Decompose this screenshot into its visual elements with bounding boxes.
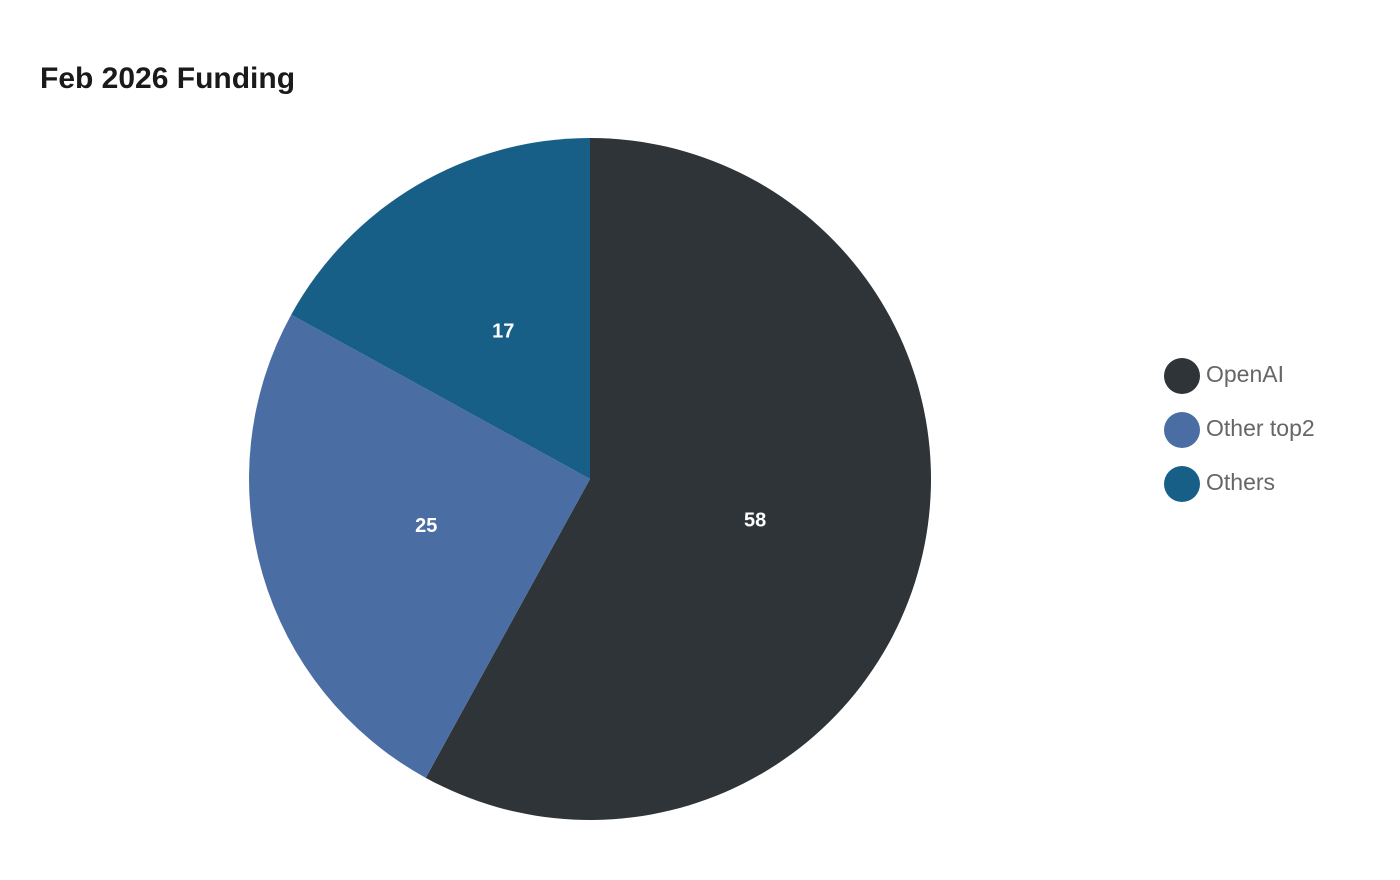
- legend-swatch: [1164, 358, 1200, 394]
- legend-label: OpenAI: [1206, 361, 1284, 387]
- pie-slice: [425, 138, 931, 820]
- legend-swatch: [1164, 466, 1200, 502]
- data-label: 25: [415, 515, 437, 537]
- pie-slice: [291, 137, 590, 479]
- data-label: 17: [492, 321, 514, 343]
- pie-slice: [249, 314, 591, 778]
- legend-swatch: [1164, 412, 1200, 448]
- chart-title: Feb 2026 Funding: [40, 62, 295, 95]
- legend-label: Other top2: [1206, 415, 1315, 441]
- legend-label: Others: [1206, 469, 1275, 495]
- data-label: 58: [744, 510, 766, 532]
